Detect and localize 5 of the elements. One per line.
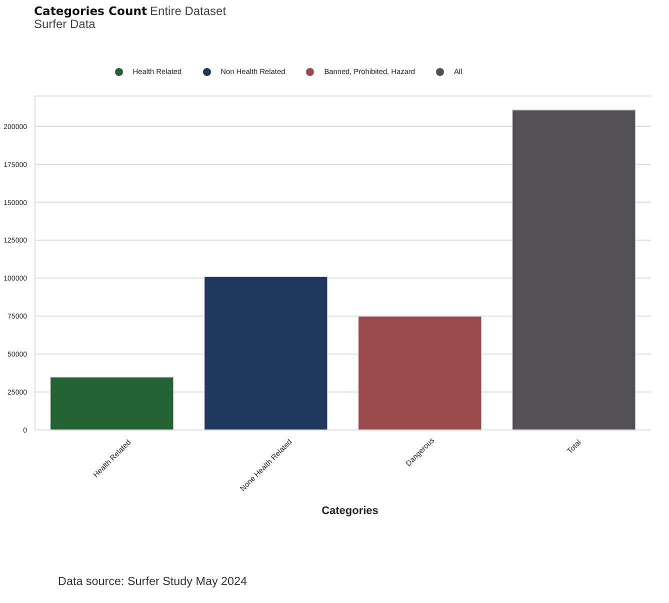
text: Surfer Data	[34, 17, 96, 31]
x-axis-title: Categories	[322, 505, 378, 517]
chart-title: Categories Count	[34, 4, 148, 18]
chart-subtitle: Entire Dataset	[150, 4, 226, 18]
source-note: Data source: Surfer Study May 2024	[58, 575, 248, 588]
